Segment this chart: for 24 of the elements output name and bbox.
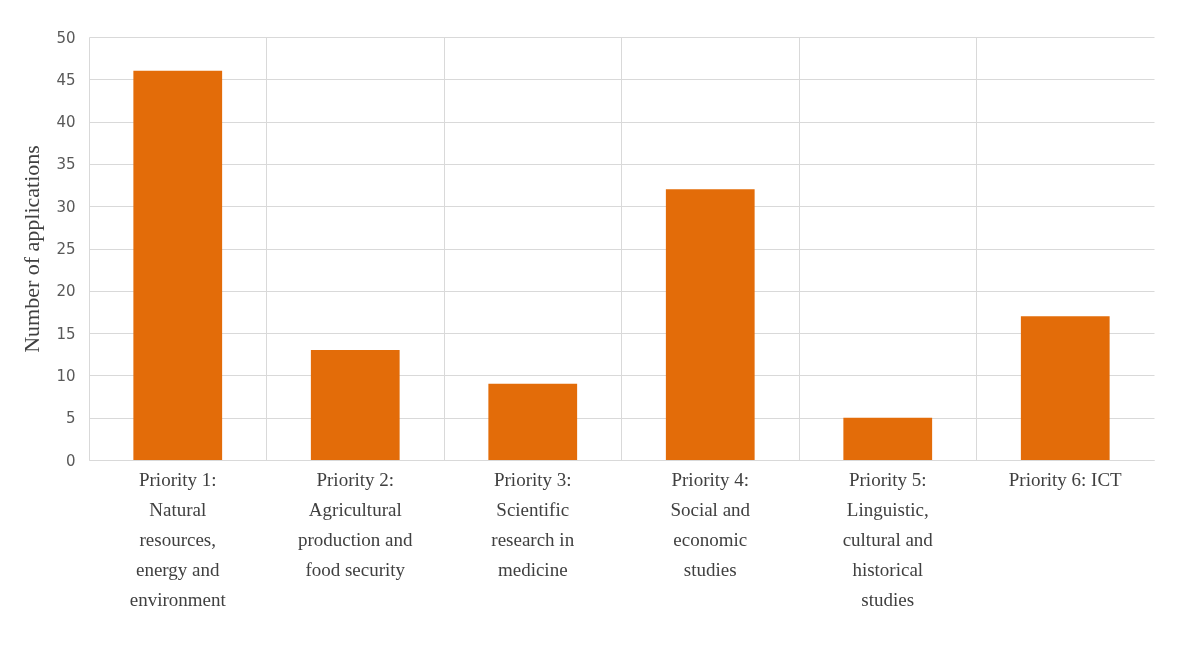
x-tick-label: Priority 3: Scientific research in medicine [491,468,575,580]
x-tick-label: Priority 5: Linguistic, cultural and historical studies [842,468,934,610]
y-tick-label: 30 [56,197,76,216]
bar [665,189,755,460]
y-tick-label: 35 [56,155,76,174]
bar [843,417,933,460]
x-tick-label: Priority 4: Social and economic studies [670,468,751,580]
y-tick-label: 10 [56,366,76,385]
x-tick-label: Priority 6: ICT [1008,468,1123,490]
x-tick-label: Priority 1: Natural resources, energy and environment [129,468,227,610]
y-axis-title: Number of applications [19,145,45,353]
x-tick-label: Priority 2: Agricultural production and food security [297,468,413,580]
y-tick-label: 0 [65,451,76,470]
y-tick-label: 25 [56,240,76,258]
y-tick-label: 20 [56,282,76,301]
y-tick-label: 45 [56,70,76,89]
bar [1020,316,1110,460]
bar [488,383,578,460]
y-tick-label: 40 [56,113,76,132]
bar [133,70,223,460]
y-tick-label: 5 [65,409,76,428]
bar [310,350,400,460]
y-tick-label: 50 [56,28,76,47]
y-tick-label: 15 [56,324,76,343]
